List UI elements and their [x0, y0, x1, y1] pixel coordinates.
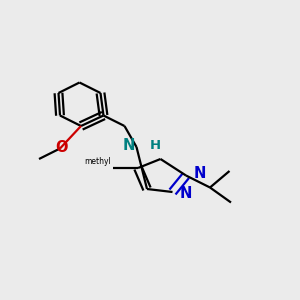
Text: N: N: [194, 167, 206, 182]
Text: O: O: [55, 140, 68, 154]
Text: H: H: [150, 139, 161, 152]
Text: N: N: [123, 138, 135, 153]
Text: methyl: methyl: [84, 157, 111, 166]
Text: N: N: [180, 186, 192, 201]
